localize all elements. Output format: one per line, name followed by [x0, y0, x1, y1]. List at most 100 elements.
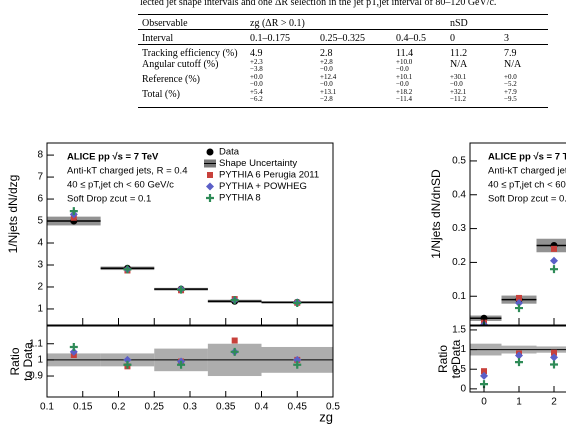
- x-axis-title: zg: [319, 409, 333, 424]
- marker-diamond: [206, 182, 214, 191]
- y-tick-label: 1.1: [29, 338, 43, 349]
- table-cell: 7.9: [500, 44, 548, 59]
- x-tick-label: 0.2: [112, 402, 126, 413]
- marker-cross: [549, 360, 558, 369]
- error-down: −0.0: [320, 65, 333, 73]
- asym-error: +2.3 −3.8: [250, 59, 263, 73]
- asym-error: +18.2 −11.4: [396, 89, 412, 103]
- plot-area: [47, 207, 333, 308]
- marker-cross: [230, 296, 239, 305]
- marker-cross: [206, 194, 214, 202]
- table-cell: +10.1 −0.0: [392, 74, 446, 89]
- marker-cross: [177, 360, 186, 369]
- legend-label: PYTHIA 8: [219, 193, 261, 204]
- annotation: Anti-kT charged jets, R = 0.4: [67, 166, 187, 177]
- error-down: −0.0: [396, 80, 409, 88]
- legend-label: Data: [219, 147, 240, 158]
- uncertainty-table: Observable zg (ΔR > 0.1) nSD Interval 0.1…: [138, 14, 548, 108]
- table-cell: +30.1 −0.0: [446, 74, 500, 89]
- table-row: Angular cutoff (%) +2.3 −3.8 +2.8 −0.0 +10.0−…: [138, 59, 548, 74]
- y-tick-label: 0.5: [452, 156, 466, 167]
- error-up: +5.4: [250, 88, 263, 96]
- marker-diamond: [549, 353, 558, 362]
- error-down: −0.0: [450, 80, 463, 88]
- x-tick-label: 0.45: [288, 402, 308, 413]
- table-cell: +0.0 −0.0: [246, 74, 316, 89]
- y-tick-label: 0.5: [452, 364, 466, 375]
- table-cell: 0.1–0.175: [246, 29, 316, 45]
- header-cell: Observable: [138, 14, 246, 30]
- y-tick-label: 0.3: [452, 223, 466, 234]
- x-tick-label: 0.5: [326, 402, 340, 413]
- y-axis-title: to Data: [449, 339, 463, 378]
- marker-cross: [230, 347, 239, 356]
- y-tick-label: 3: [37, 260, 43, 271]
- table-cell: +2.3 −3.8: [246, 59, 316, 74]
- error-up: +32.1: [450, 88, 467, 96]
- error-down: −0.0: [396, 65, 409, 73]
- annotation: ALICE pp √s = 7 TeV: [488, 152, 566, 163]
- header-cell: zg (ΔR > 0.1): [246, 14, 446, 30]
- asym-error: +10.1 −0.0: [396, 74, 412, 88]
- x-tick-label: 0.3: [183, 402, 197, 413]
- table-cell: +0.0 −5.2: [500, 74, 548, 89]
- asym-error: +0.0 −0.0: [250, 74, 263, 88]
- annotation: Anti-kT charged jets, R = 0.4: [488, 166, 566, 177]
- y-axis-title: Ratio: [8, 347, 22, 375]
- marker-diamond: [514, 351, 523, 360]
- asym-error: +13.1 −2.8: [320, 89, 336, 103]
- legend-label: PYTHIA + POWHEG: [219, 181, 307, 192]
- frame: [469, 325, 566, 393]
- x-tick-label: 0: [481, 397, 487, 408]
- marker-diamond: [514, 299, 523, 308]
- error-up: +18.2: [396, 88, 413, 96]
- legend-label: Shape Uncertainty: [219, 158, 297, 169]
- marker-square: [550, 245, 557, 252]
- y-tick-label: 2: [37, 282, 43, 293]
- error-up: +2.8: [320, 58, 333, 66]
- y-tick-label: 1: [37, 355, 43, 366]
- marker-cross: [69, 342, 78, 351]
- header-cell: nSD: [446, 14, 548, 30]
- x-tick-label: 0.1: [40, 402, 54, 413]
- y-axis-title: to Data: [21, 342, 35, 381]
- y-tick-label: 0.2: [452, 257, 466, 268]
- error-up: +0.0: [504, 73, 517, 81]
- error-down: −11.2: [450, 95, 466, 103]
- table-cell: 0: [446, 29, 500, 45]
- error-up: +10.0: [396, 58, 413, 66]
- error-up: +13.1: [320, 88, 337, 96]
- table-cell: +10.0 −0.0: [392, 59, 446, 74]
- table-cell: +12.4 −0.0: [316, 74, 392, 89]
- asym-error: +10.0 −0.0: [396, 59, 412, 73]
- y-tick-label: 4: [37, 238, 43, 249]
- table-cell: +2.8 −0.0: [316, 59, 392, 74]
- y-tick-label: 7: [37, 172, 43, 183]
- table-cell: N/A: [504, 59, 522, 70]
- marker-cross: [514, 358, 523, 367]
- marker-diamond: [293, 355, 302, 364]
- x-tick-label: 0.35: [216, 402, 236, 413]
- marker-cross: [549, 265, 558, 274]
- error-down: −9.5: [504, 95, 517, 103]
- annotation: Soft Drop zcut = 0.1: [488, 194, 566, 205]
- y-tick-label: 0: [460, 383, 466, 394]
- row-label: Total (%): [138, 89, 246, 108]
- plot-area: [470, 343, 566, 389]
- marker-cross: [123, 360, 132, 369]
- asym-error: +7.9 −9.5: [504, 89, 517, 103]
- frame: [469, 142, 566, 326]
- y-axis-title: 1/Njets dN/dzg: [6, 175, 20, 254]
- error-up: +30.1: [450, 73, 467, 81]
- error-up: +10.1: [396, 73, 413, 81]
- table-cell: 3: [500, 29, 548, 45]
- annotation: 40 ≤ pT,jet ch < 60 GeV/c: [488, 180, 566, 191]
- marker-cross: [293, 299, 302, 308]
- table-cell: 11.4: [392, 44, 446, 59]
- table-cell: 0.25–0.325: [316, 29, 392, 45]
- table-cell: +7.9 −9.5: [500, 89, 548, 108]
- marker-square: [550, 349, 557, 356]
- asym-error: +30.1 −0.0: [450, 74, 466, 88]
- table-cell: 0.4–0.5: [392, 29, 446, 45]
- x-tick-label: 1: [516, 397, 522, 408]
